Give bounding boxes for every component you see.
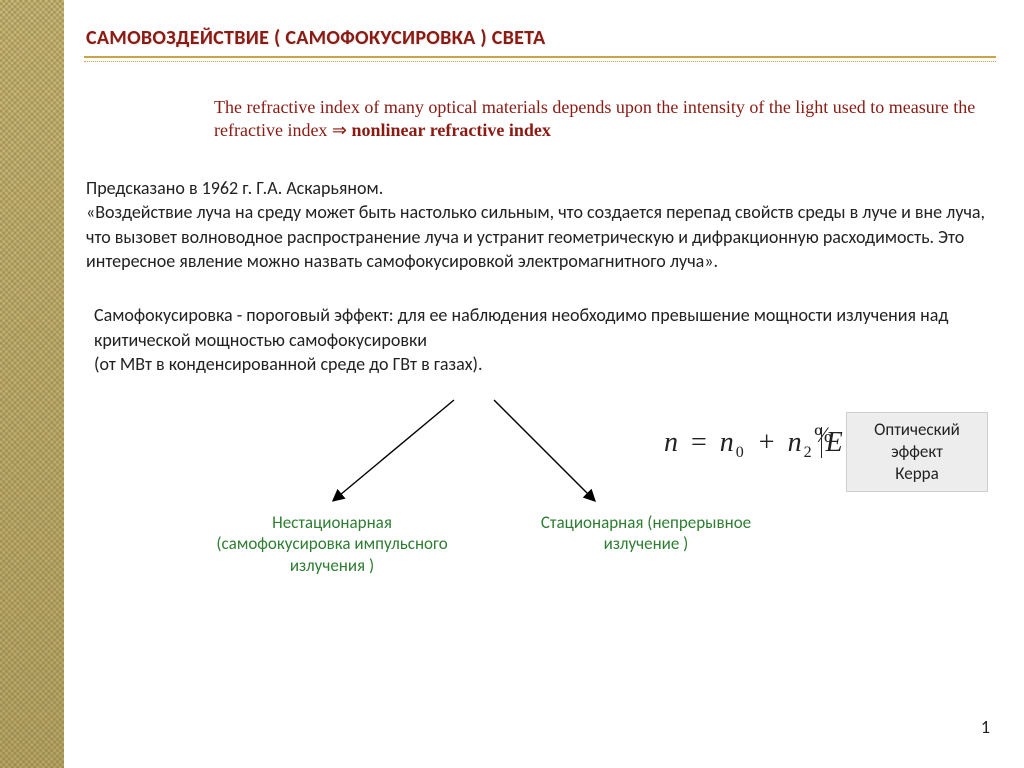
branch-arrows: [274, 392, 634, 522]
kerr-l2: эффект: [891, 441, 943, 462]
kerr-formula: % n = n0 + n2 E2: [664, 426, 858, 462]
intro-paragraph: The refractive index of many optical mat…: [214, 96, 978, 142]
f-n0s: 0: [734, 444, 746, 461]
kerr-l3: Керра: [895, 463, 938, 484]
prediction-paragraph: Предсказано в 1962 г. Г.А. Аскарьяном. «…: [86, 176, 986, 273]
kerr-effect-box: Оптический эффект Керра: [846, 412, 988, 492]
para1-line2: «Воздействие луча на среду может быть на…: [86, 201, 985, 272]
para1-line1: Предсказано в 1962 г. Г.А. Аскарьяном.: [86, 177, 383, 199]
f-n2s: 2: [802, 444, 814, 461]
f-eq: =: [685, 427, 713, 458]
page-number: 1: [981, 716, 990, 738]
title-underline: [84, 56, 996, 62]
f-n0b: n: [720, 427, 734, 458]
slide-content: САМОВОЗДЕЙСТВИЕ ( САМОФОКУСИРОВКА ) СВЕТ…: [64, 0, 1024, 768]
branch-stationary: Стационарная (непрерывное излучение ): [516, 512, 776, 555]
branch-diagram: Нестационарная (самофокусировка импульсн…: [84, 392, 996, 582]
intro-text: The refractive index of many optical mat…: [214, 97, 975, 140]
f-n: n: [664, 427, 678, 458]
para2-line2: (от МВт в конденсированной среде до ГВт …: [94, 353, 483, 375]
f-n2b: n: [788, 427, 802, 458]
para2-line1: Самофокусировка - пороговый эффект: для …: [94, 304, 948, 350]
slide-title: САМОВОЗДЕЙСТВИЕ ( САМОФОКУСИРОВКА ) СВЕТ…: [84, 26, 996, 50]
decorative-left-border: [0, 0, 64, 768]
kerr-l1: Оптический: [874, 419, 960, 440]
intro-emphasis: nonlinear refractive index: [352, 120, 551, 140]
threshold-paragraph: Самофокусировка - пороговый эффект: для …: [94, 303, 986, 376]
branch-nonstationary: Нестационарная (самофокусировка импульсн…: [212, 512, 452, 576]
f-plus: +: [753, 427, 781, 458]
formula-tilde: %: [814, 422, 829, 448]
